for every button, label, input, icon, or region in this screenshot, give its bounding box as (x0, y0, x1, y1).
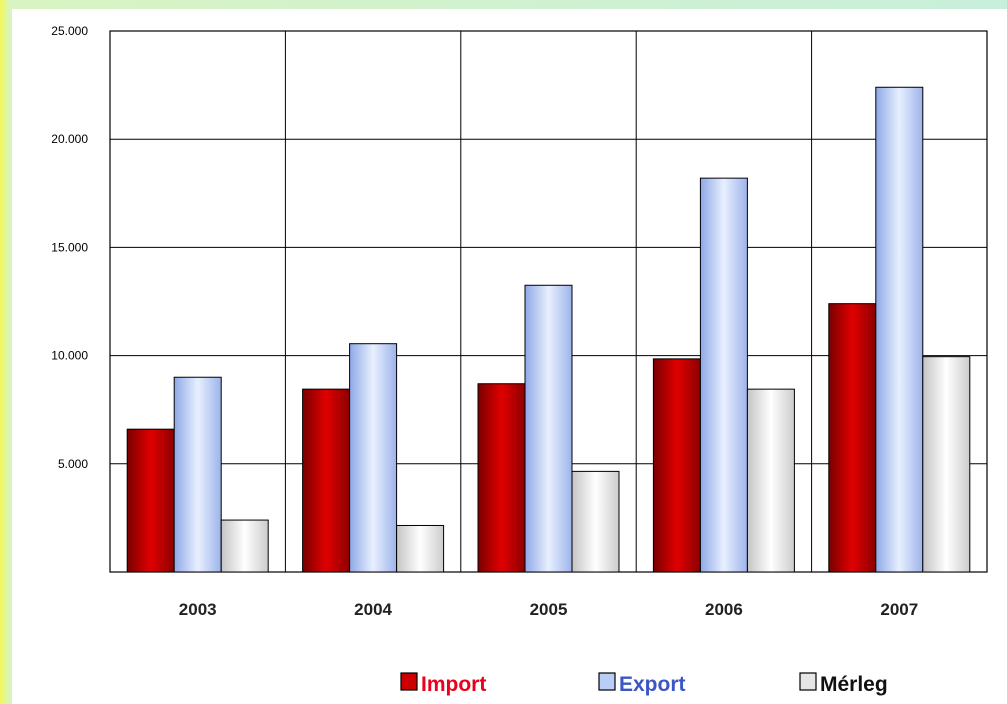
x-tick-label: 2003 (179, 600, 217, 619)
y-tick-label: 10.000 (51, 349, 88, 363)
legend-swatch-import (400, 672, 418, 691)
bar-m-rleg-2007 (922, 356, 971, 573)
bar-export-2007 (875, 86, 924, 573)
legend: Import Export Mérleg (400, 672, 888, 696)
x-axis: 2003 2004 2005 2006 2007 (179, 600, 918, 619)
bar-export-2006 (699, 177, 748, 573)
x-tick-label: 2006 (705, 600, 743, 619)
legend-swatch-m-rleg (799, 672, 817, 691)
bar-import-2006 (652, 358, 701, 573)
bar-m-rleg-2003 (220, 519, 269, 573)
bar-import-2007 (828, 303, 877, 573)
x-tick-label: 2005 (530, 600, 568, 619)
bar-m-rleg-2005 (571, 470, 620, 573)
y-tick-label: 20.000 (51, 132, 88, 146)
x-tick-label: 2004 (354, 600, 392, 619)
y-tick-label: 15.000 (51, 240, 88, 254)
legend-label-export: Export (619, 673, 686, 696)
y-tick-label: 25.000 (51, 24, 88, 38)
bar-export-2003 (173, 376, 222, 573)
legend-label-import: Import (421, 673, 486, 696)
bar-m-rleg-2004 (396, 524, 445, 573)
legend-label-m-rleg: Mérleg (820, 673, 888, 696)
bar-export-2004 (349, 343, 398, 573)
x-tick-label: 2007 (880, 600, 918, 619)
legend-swatch-export (598, 672, 616, 691)
bars (126, 86, 971, 573)
y-tick-label: 5.000 (58, 457, 88, 471)
bar-export-2005 (524, 284, 573, 573)
y-axis: 5.000 10.000 15.000 20.000 25.000 (51, 24, 88, 471)
bar-import-2005 (477, 383, 526, 573)
bar-import-2004 (302, 388, 351, 573)
bar-m-rleg-2006 (746, 388, 795, 573)
chart-frame: 5.000 10.000 15.000 20.000 25.000 2003 2004 20… (12, 9, 1007, 704)
bar-import-2003 (126, 428, 175, 573)
